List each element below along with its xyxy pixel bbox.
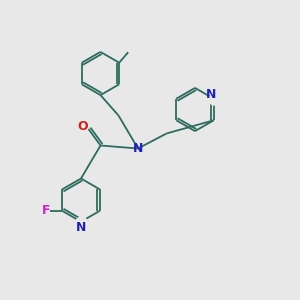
Text: N: N — [76, 220, 86, 234]
Text: N: N — [206, 88, 216, 101]
Text: N: N — [133, 142, 143, 155]
Text: O: O — [78, 119, 88, 133]
Text: F: F — [41, 204, 50, 218]
